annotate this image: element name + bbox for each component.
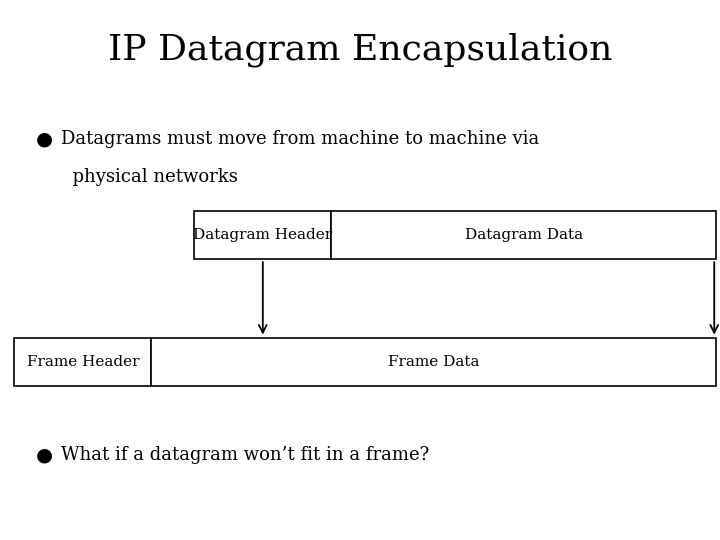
Text: IP Datagram Encapsulation: IP Datagram Encapsulation — [108, 32, 612, 67]
Text: Frame Data: Frame Data — [388, 355, 480, 369]
Text: Frame Header: Frame Header — [27, 355, 139, 369]
Text: physical networks: physical networks — [61, 168, 238, 186]
Text: Datagram Header: Datagram Header — [193, 228, 333, 242]
Bar — [331, 211, 716, 259]
Bar — [194, 211, 331, 259]
Bar — [14, 338, 151, 386]
Bar — [151, 338, 716, 386]
Text: ●: ● — [36, 446, 53, 464]
Text: What if a datagram won’t fit in a frame?: What if a datagram won’t fit in a frame? — [61, 446, 429, 463]
Text: Datagram Data: Datagram Data — [464, 228, 583, 242]
Text: ●: ● — [36, 130, 53, 148]
Text: Datagrams must move from machine to machine via: Datagrams must move from machine to mach… — [61, 130, 539, 147]
